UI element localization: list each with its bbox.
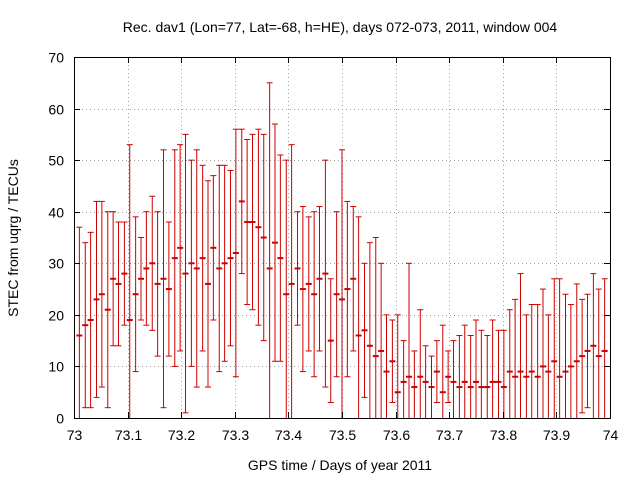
y-tick-label: 20 [48,308,64,324]
x-tick-label: 73.1 [115,427,142,443]
y-tick-label: 50 [48,153,64,169]
x-tick-label: 73 [67,427,83,443]
x-tick-label: 73.5 [329,427,356,443]
y-axis-label: STEC from uqrg / TECUs [5,159,21,317]
y-tick-label: 30 [48,256,64,272]
axes: 73 73.1 73.2 73.3 73.4 73.5 73.6 73.7 73.8 73.9 74… [48,50,618,444]
x-tick-label: 73.4 [275,427,302,443]
y-tick-label: 0 [56,411,64,427]
data-series [76,82,608,418]
plot-frame [74,57,611,419]
y-tick-label: 40 [48,205,64,221]
y-tick-label: 10 [48,359,64,375]
y-tick-label: 70 [48,50,64,66]
x-tick-label: 73.7 [436,427,463,443]
chart-title: Rec. dav1 (Lon=77, Lat=-68, h=HE), days … [123,19,558,35]
x-tick-label: 74 [603,427,619,443]
y-tick-label: 60 [48,102,64,118]
x-tick-label: 73.2 [168,427,195,443]
x-axis-label: GPS time / Days of year 2011 [248,457,432,473]
x-tick-label: 73.6 [383,427,410,443]
x-tick-label: 73.9 [543,427,570,443]
x-tick-label: 73.8 [490,427,517,443]
x-tick-label: 73.3 [222,427,249,443]
